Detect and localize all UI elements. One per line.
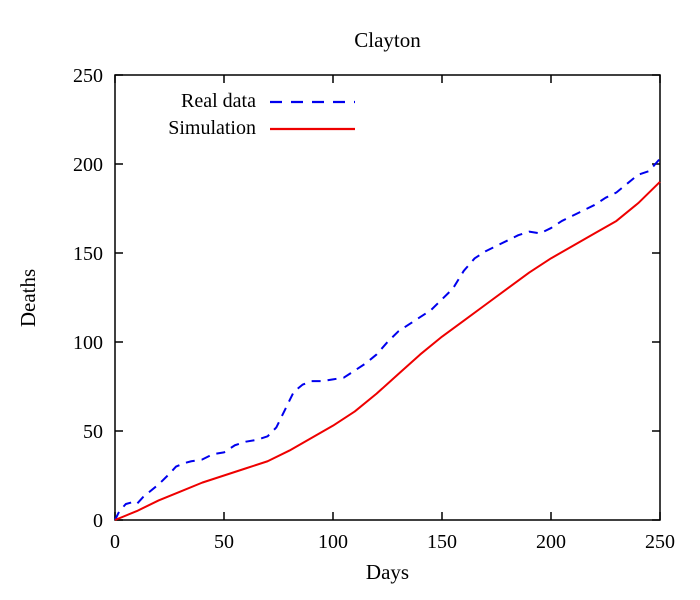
legend-label-real-data: Real data: [181, 90, 256, 112]
plot-frame: [114, 74, 661, 521]
x-tick-label: 100: [318, 531, 348, 553]
x-axis-label: Days: [365, 560, 410, 584]
y-tick-label: 150: [73, 243, 103, 265]
chart-title: Clayton: [354, 28, 421, 52]
y-tick-label: 50: [83, 421, 103, 443]
series-line-simulation: [114, 181, 661, 521]
legend-label-simulation: Simulation: [168, 117, 256, 139]
x-tick-label: 50: [214, 531, 234, 553]
x-tick-label: 250: [645, 531, 675, 553]
y-tick-label: 0: [93, 510, 103, 532]
legend: Real data Simulation: [148, 88, 355, 142]
y-tick-label: 250: [73, 65, 103, 87]
x-tick-label: 0: [110, 531, 120, 553]
y-tick-label: 100: [73, 332, 103, 354]
x-tick-label: 200: [536, 531, 566, 553]
series-line-real-data: [114, 158, 661, 521]
y-tick-label: 200: [73, 154, 103, 176]
legend-item-simulation: Simulation: [148, 115, 355, 142]
x-tick-label: 150: [427, 531, 457, 553]
legend-sample-real-data: [270, 100, 355, 103]
legend-sample-simulation: [270, 127, 355, 130]
legend-item-real-data: Real data: [148, 88, 355, 115]
